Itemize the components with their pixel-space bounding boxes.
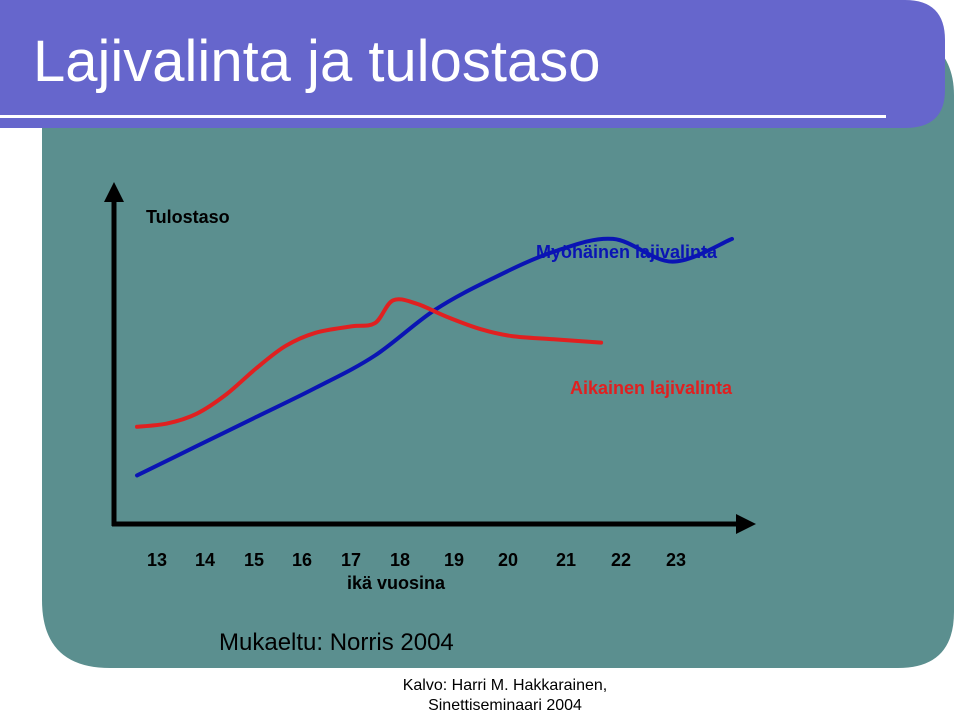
x-axis-label: ikä vuosina (347, 573, 446, 593)
header-bar (0, 0, 945, 128)
x-tick-label: 23 (665, 550, 687, 570)
series-label-late: Myöhäinen lajivalinta (536, 242, 718, 262)
x-tick-label: 13 (146, 550, 168, 570)
x-tick-label: 22 (610, 550, 632, 570)
credit-line-2: Sinettiseminaari 2004 (428, 697, 582, 713)
x-tick-label: 18 (389, 550, 411, 570)
x-axis-arrow (736, 514, 756, 534)
series-line-early (135, 297, 604, 429)
content-frame-border (42, 42, 954, 668)
x-tick-label: 16 (291, 550, 313, 570)
y-axis-label: Tulostaso (146, 207, 230, 227)
series-label-early: Aikainen lajivalinta (570, 378, 733, 398)
series-layer (135, 236, 734, 478)
header-underline (0, 115, 886, 118)
x-tick-label: 20 (497, 550, 519, 570)
x-tick-label: 14 (194, 550, 216, 570)
source-note: Mukaeltu: Norris 2004 (219, 629, 454, 656)
slide-title: Lajivalinta ja tulostaso (33, 29, 601, 94)
x-tick-label: 19 (443, 550, 465, 570)
slide-credit: Kalvo: Harri M. Hakkarainen, Sinettisemi… (350, 676, 660, 713)
x-tick-label: 17 (340, 550, 362, 570)
series-line-late (135, 236, 734, 478)
credit-line-1: Kalvo: Harri M. Hakkarainen, (402, 677, 608, 694)
x-tick-label: 21 (555, 550, 577, 570)
y-axis-arrow (104, 182, 124, 202)
x-tick-label: 15 (243, 550, 265, 570)
